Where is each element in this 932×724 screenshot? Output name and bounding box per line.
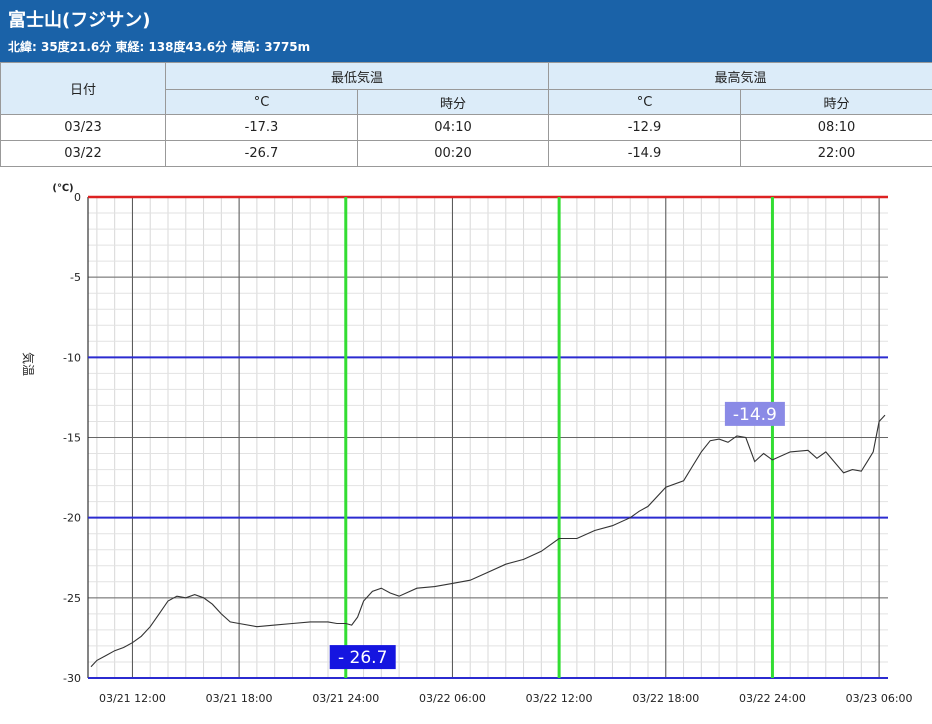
row-min-temp: -26.7: [165, 140, 358, 167]
y-tick-label: -5: [70, 271, 81, 284]
min-time-header: 時分: [356, 89, 550, 115]
x-tick-label: 03/22 24:00: [739, 692, 806, 705]
row-max-temp: -14.9: [548, 140, 742, 167]
min-annotation-label: - 26.7: [338, 648, 387, 668]
y-axis-label: 気温: [21, 352, 36, 376]
row-min-time: 04:10: [356, 114, 550, 141]
min-annotation-box: [329, 645, 396, 670]
day-markers: [344, 197, 774, 678]
max-annotation-label: -14.9: [733, 405, 777, 425]
y-tick-labels: 0 -5 -10 -15 -20 -25 -30: [63, 191, 81, 685]
y-tick-label: -25: [63, 592, 81, 605]
y-tick-label: -30: [63, 672, 81, 685]
min-unit-header: °C: [165, 89, 358, 115]
table-row: 03/22 -26.7 00:20 -14.9 22:00: [0, 140, 932, 167]
max-temp-header: 最高気温: [548, 62, 932, 90]
x-tick-label: 03/22 12:00: [526, 692, 593, 705]
date-header: 日付: [0, 62, 166, 115]
temperature-series-line: [90, 414, 886, 668]
x-tick-label: 03/22 06:00: [419, 692, 486, 705]
x-tick-label: 03/21 18:00: [206, 692, 273, 705]
max-unit-header: °C: [548, 89, 742, 115]
y-tick-label: -20: [63, 512, 81, 525]
row-max-time: 22:00: [740, 140, 932, 167]
max-time-header: 時分: [740, 89, 932, 115]
max-annotation-box: [724, 401, 785, 426]
min-temp-header: 最低気温: [164, 62, 550, 90]
y-tick-label: -10: [63, 351, 81, 364]
temperature-chart: (℃) 気温 0-5-10-15-20-25-30 03/21 12:00 03/…: [21, 183, 913, 705]
row-max-time: 08:10: [740, 114, 932, 141]
row-min-temp: -17.3: [165, 114, 358, 141]
table-row: 03/23 -17.3 04:10 -12.9 08:10: [0, 114, 932, 141]
row-date: 03/23: [0, 114, 166, 141]
x-tick-label: 03/21 24:00: [312, 692, 379, 705]
annotations: - 26.7 -14.9: [329, 401, 785, 670]
row-date: 03/22: [0, 140, 166, 167]
y-tick-label: -15: [63, 432, 81, 445]
reference-lines: [88, 195, 888, 679]
temperature-table: 日付 最低気温 最高気温 °C 時分 °C 時分 03/23 -17.3 04:…: [0, 62, 932, 167]
x-tick-label: 03/22 18:00: [632, 692, 699, 705]
x-tick-label: 03/21 12:00: [99, 692, 166, 705]
station-coordinates: 北緯: 35度21.6分 東経: 138度43.6分 標高: 3775m: [8, 40, 311, 54]
station-header: 富士山(フジサン) 北緯: 35度21.6分 東経: 138度43.6分 標高:…: [0, 0, 932, 62]
y-unit-label: (℃): [52, 183, 73, 194]
y-tick-label: 0: [74, 191, 81, 204]
x-tick-label: 03/23 06:00: [846, 692, 913, 705]
x-tick-labels: 03/21 12:00 03/21 18:00 03/21 24:00 03/22 0…: [99, 692, 913, 705]
row-min-time: 00:20: [356, 140, 550, 167]
station-title: 富士山(フジサン): [8, 10, 151, 31]
row-max-temp: -12.9: [548, 114, 742, 141]
